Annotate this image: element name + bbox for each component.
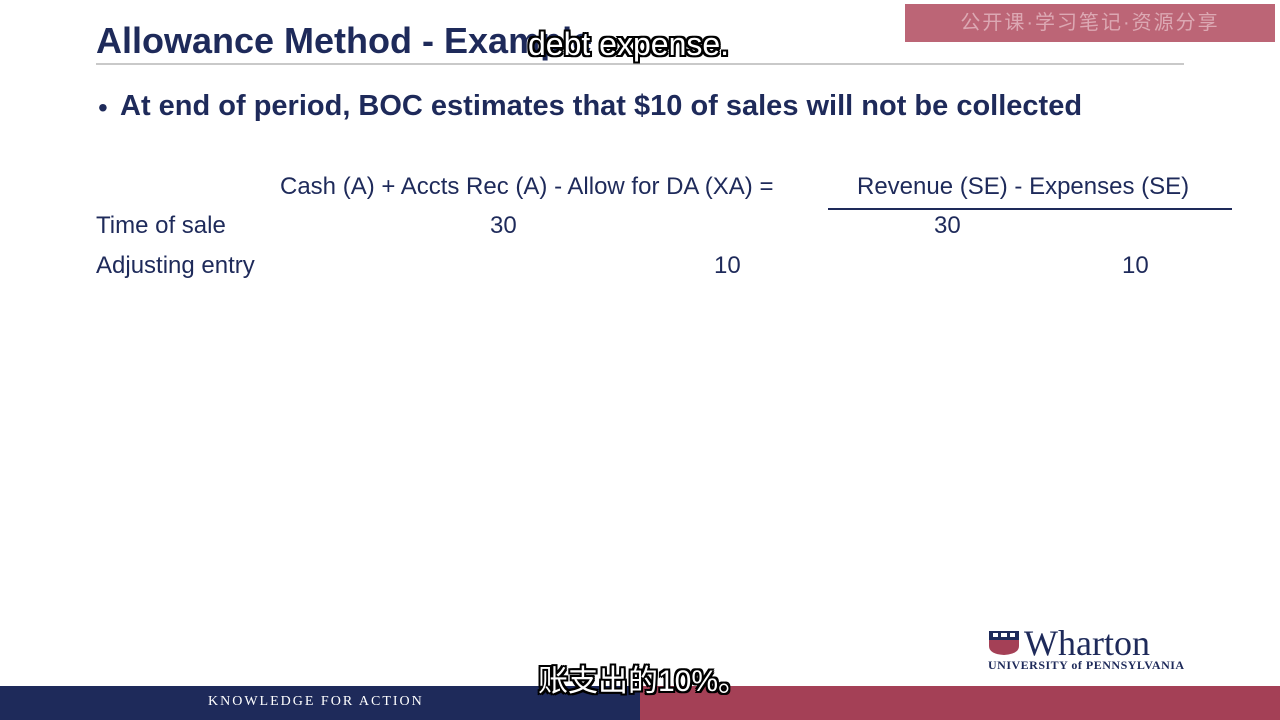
equation-header-right: Revenue (SE) - Expenses (SE)	[857, 173, 1190, 200]
subtitle-top: debt expense.	[528, 26, 730, 62]
header-underline	[828, 208, 1232, 210]
subtitle-bottom: 账支出的10%。	[538, 665, 749, 698]
cell-cash-time-of-sale: 30	[490, 212, 517, 239]
logo-wordmark: Wharton	[1024, 623, 1150, 663]
bullet-icon: •	[98, 92, 108, 123]
slide-title: Allowance Method - Example	[96, 20, 593, 61]
footer-tagline: KNOWLEDGE FOR ACTION	[208, 694, 424, 709]
watermark-banner: 公开课·学习笔记·资源分享	[905, 4, 1275, 42]
row-label-adjusting-entry: Adjusting entry	[96, 252, 255, 279]
cell-expenses-adjusting: 10	[1122, 252, 1149, 279]
footer-bar-crimson	[640, 686, 1280, 720]
cell-revenue-time-of-sale: 30	[934, 212, 961, 239]
footer-bar-navy	[0, 686, 640, 720]
logo-university: UNIVERSITY of PENNSYLVANIA	[988, 658, 1185, 672]
watermark-text: 公开课·学习笔记·资源分享	[960, 12, 1220, 34]
wharton-logo: Wharton UNIVERSITY of PENNSYLVANIA	[988, 623, 1198, 674]
row-label-time-of-sale: Time of sale	[96, 212, 226, 239]
shield-icon	[989, 631, 1019, 655]
bullet-text: At end of period, BOC estimates that $10…	[120, 90, 1083, 122]
equation-header-left: Cash (A) + Accts Rec (A) - Allow for DA …	[280, 173, 774, 200]
cell-allowance-adjusting: 10	[714, 252, 741, 279]
title-divider	[96, 63, 1184, 65]
